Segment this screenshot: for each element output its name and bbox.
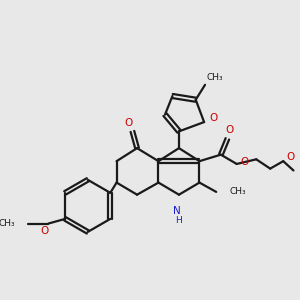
- Text: O: O: [209, 113, 217, 123]
- Text: O: O: [124, 118, 133, 128]
- Text: O: O: [286, 152, 295, 162]
- Text: O: O: [40, 226, 49, 236]
- Text: CH₃: CH₃: [0, 219, 15, 228]
- Text: CH₃: CH₃: [229, 188, 246, 196]
- Text: CH₃: CH₃: [207, 73, 224, 82]
- Text: O: O: [240, 157, 248, 167]
- Text: H: H: [175, 216, 182, 225]
- Text: N: N: [173, 206, 181, 215]
- Text: O: O: [225, 125, 233, 135]
